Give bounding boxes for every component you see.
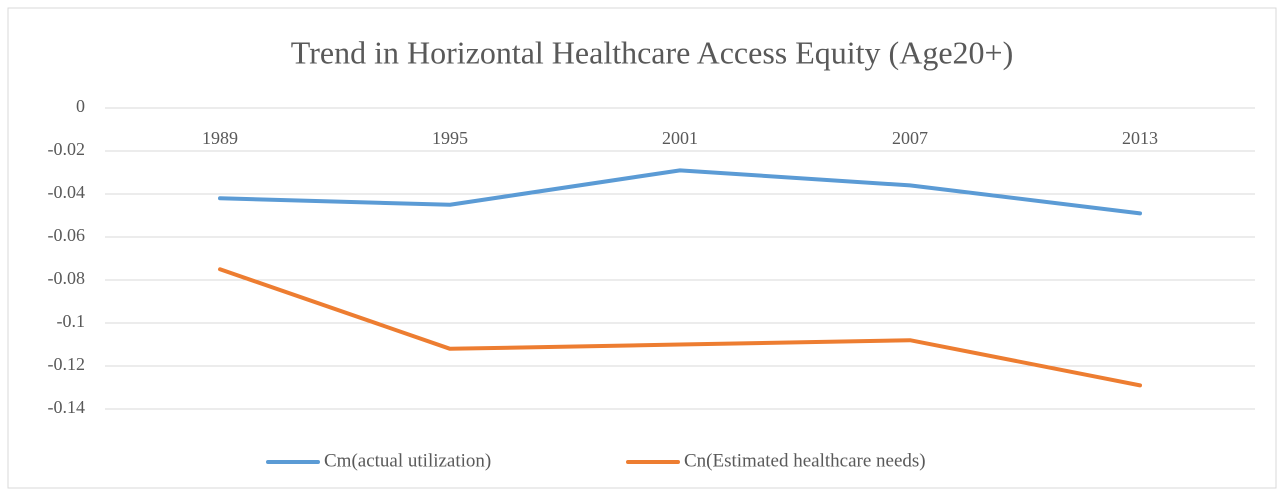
y-tick-label: -0.02: [48, 139, 86, 159]
chart-border: [7, 7, 1277, 489]
x-tick-label: 1995: [432, 128, 468, 148]
x-tick-label: 2001: [662, 128, 698, 148]
x-tick-label: 1989: [202, 128, 238, 148]
y-tick-label: -0.1: [57, 311, 86, 331]
y-tick-label: -0.04: [48, 182, 86, 202]
x-tick-label: 2007: [892, 128, 928, 148]
y-tick-label: -0.14: [48, 397, 86, 417]
legend-label: Cn(Estimated healthcare needs): [684, 450, 926, 471]
y-tick-label: -0.12: [48, 354, 86, 374]
legend-label: Cm(actual utilization): [324, 450, 491, 471]
series-line: [218, 267, 1142, 388]
chart-title: Trend in Horizontal Healthcare Access Eq…: [291, 34, 1013, 70]
y-tick-label: -0.08: [48, 268, 86, 288]
series-line: [218, 168, 1142, 216]
y-tick-label: 0: [76, 96, 85, 116]
x-tick-label: 2013: [1122, 128, 1158, 148]
y-tick-label: -0.06: [48, 225, 86, 245]
